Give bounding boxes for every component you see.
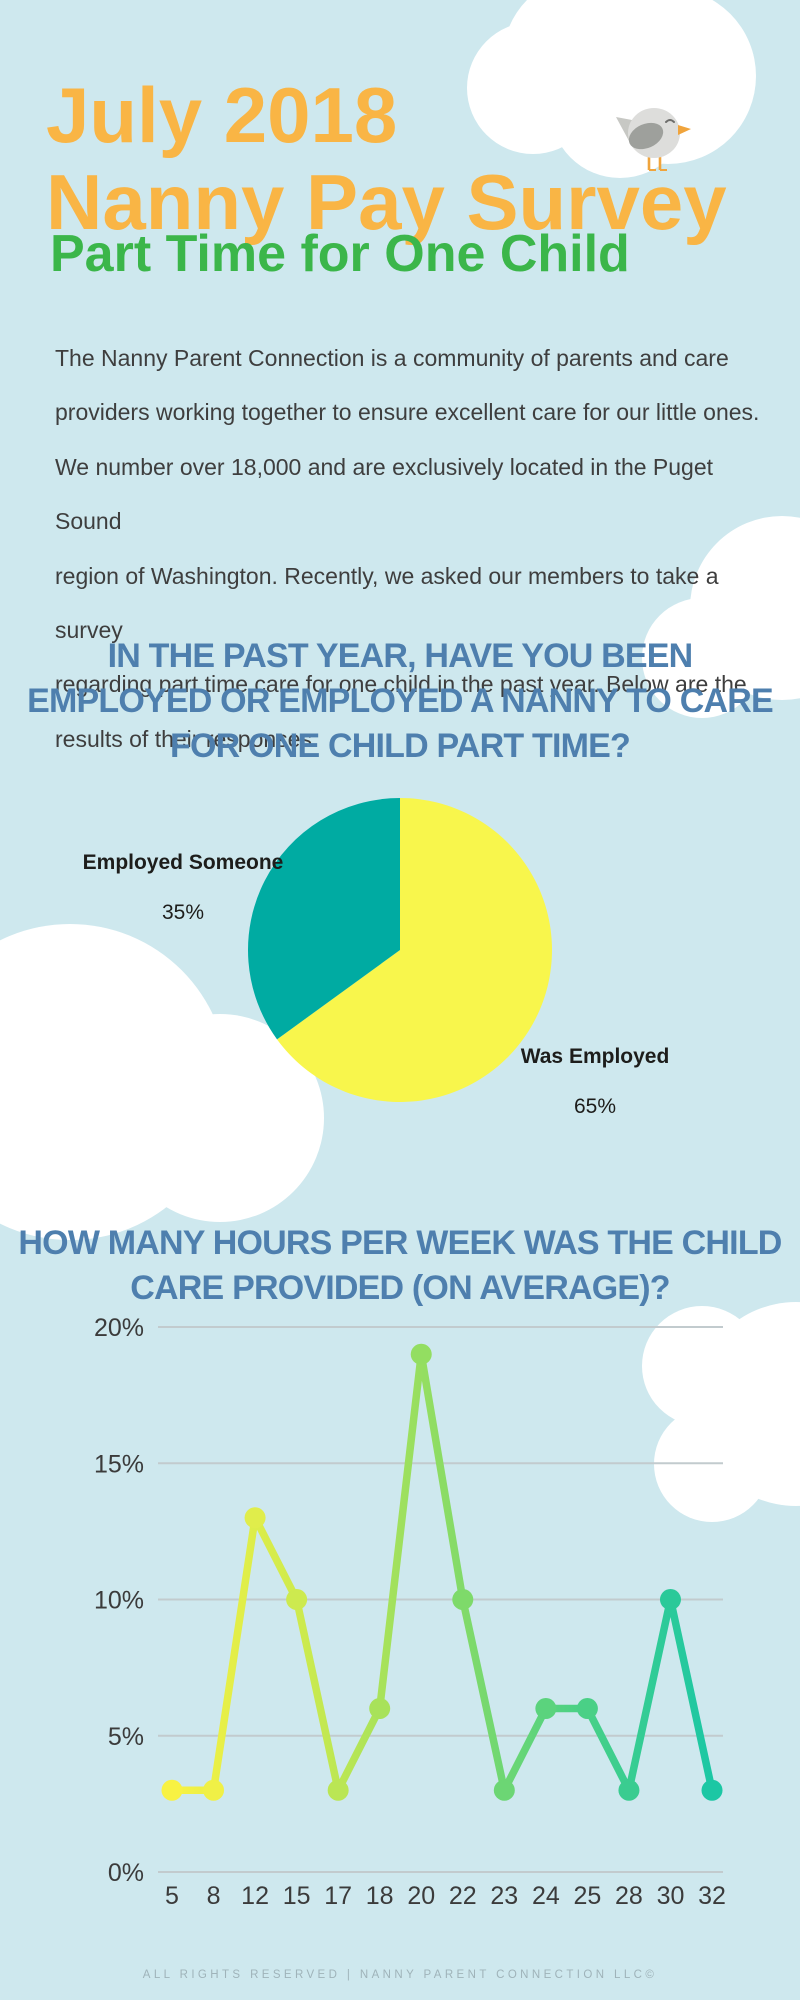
x-tick-label: 8 <box>207 1882 221 1910</box>
page-subtitle: Part Time for One Child <box>50 225 630 283</box>
data-point-8h-3pct <box>203 1779 225 1801</box>
x-tick-label: 15 <box>283 1882 311 1910</box>
page-title: July 2018 Nanny Pay Survey <box>46 71 727 246</box>
pie-slice-name: Was Employed <box>520 1045 670 1068</box>
bird-beak <box>678 125 691 135</box>
line-chart: 0% 5% 10% 15% 20% 5 8 12 15 17 18 20 22 23 24 25 28 30 32 <box>94 1314 726 1910</box>
pie-chart <box>247 798 552 1103</box>
x-tick-label: 30 <box>657 1882 685 1910</box>
footer-copyright: ALL RIGHTS RESERVED | NANNY PARENT CONNE… <box>142 1969 658 1981</box>
x-tick-label: 18 <box>366 1882 394 1910</box>
data-point-28h-3pct <box>618 1779 640 1801</box>
question1-heading: IN THE PAST YEAR, HAVE YOU BEEN EMPLOYED… <box>27 637 774 765</box>
cloud-right-middle <box>642 516 800 718</box>
x-tick-label: 5 <box>165 1882 179 1910</box>
pie-slice-employed-someone <box>247 798 400 1040</box>
data-point-12h-13pct <box>244 1507 266 1529</box>
x-tick-label: 28 <box>615 1882 643 1910</box>
pie-slice-percent: 65% <box>573 1095 617 1118</box>
cloud-bottom-left <box>0 924 324 1240</box>
bird-wing <box>628 122 664 150</box>
pie-slice-percent: 35% <box>161 901 205 924</box>
data-point-30h-10pct <box>659 1589 681 1610</box>
x-tick-label: 22 <box>449 1882 477 1910</box>
data-point-22h-10pct <box>452 1589 474 1610</box>
intro-paragraph: The Nanny Parent Connection is a communi… <box>55 345 760 752</box>
data-point-5h-3pct <box>161 1779 183 1801</box>
x-tick-label: 32 <box>698 1882 726 1910</box>
y-tick-label: 15% <box>94 1450 144 1478</box>
bird-icon <box>616 108 691 171</box>
cloud-chart-right <box>642 1302 800 1522</box>
x-tick-label: 17 <box>324 1882 352 1910</box>
pie-slice-name: Employed Someone <box>82 851 284 874</box>
x-tick-label: 23 <box>490 1882 518 1910</box>
pie-slice-was-employed <box>277 798 552 1103</box>
data-point-18h-6pct <box>369 1698 391 1719</box>
data-point-17h-3pct <box>327 1779 349 1801</box>
question2-heading: HOW MANY HOURS PER WEEK WAS THE CHILD CA… <box>18 1224 782 1307</box>
pie-label-employed-someone: Employed Someone 35% <box>58 833 308 943</box>
y-tick-label: 20% <box>94 1314 144 1342</box>
x-tick-label: 24 <box>532 1882 560 1910</box>
data-point-24h-6pct <box>535 1698 557 1719</box>
data-point-32h-3pct <box>701 1779 723 1801</box>
x-tick-label: 12 <box>241 1882 269 1910</box>
x-tick-label: 25 <box>573 1882 601 1910</box>
pie-label-was-employed: Was Employed 65% <box>470 1027 720 1137</box>
data-point-23h-3pct <box>493 1779 515 1801</box>
data-line <box>168 1350 716 1794</box>
y-tick-label: 5% <box>108 1723 144 1751</box>
bird-eye <box>665 119 675 123</box>
y-tick-label: 10% <box>94 1587 144 1615</box>
y-tick-label: 0% <box>108 1859 144 1887</box>
data-point-25h-6pct <box>576 1698 598 1719</box>
data-point-15h-10pct <box>286 1589 308 1610</box>
data-point-20h-19pct <box>410 1343 432 1365</box>
x-tick-label: 20 <box>407 1882 435 1910</box>
